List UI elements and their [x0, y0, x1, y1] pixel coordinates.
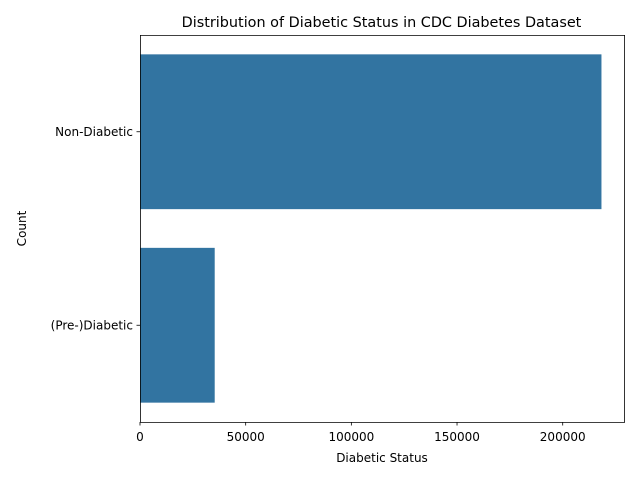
x-axis-label: Diabetic Status: [336, 451, 428, 465]
bar-1: [140, 247, 215, 403]
y-tick-label-1: (Pre-)Diabetic: [51, 318, 133, 332]
x-tick-label-0: 0: [136, 430, 144, 444]
y-tick-label-0: Non-Diabetic: [55, 125, 133, 139]
bar-0: [140, 54, 602, 210]
x-tick-label-1: 50000: [227, 430, 265, 444]
x-tick-label-3: 150000: [434, 430, 480, 444]
axes-layer: [140, 35, 625, 423]
x-tick-layer: 0 50000 100000 150000 200000: [136, 422, 586, 444]
y-tick-layer: Non-Diabetic (Pre-)Diabetic: [51, 125, 140, 332]
chart-title: Distribution of Diabetic Status in CDC D…: [182, 15, 582, 31]
bars-layer: [140, 54, 602, 403]
y-axis-label: Count: [15, 210, 29, 246]
x-tick-label-2: 100000: [328, 430, 374, 444]
x-tick-label-4: 200000: [540, 430, 586, 444]
